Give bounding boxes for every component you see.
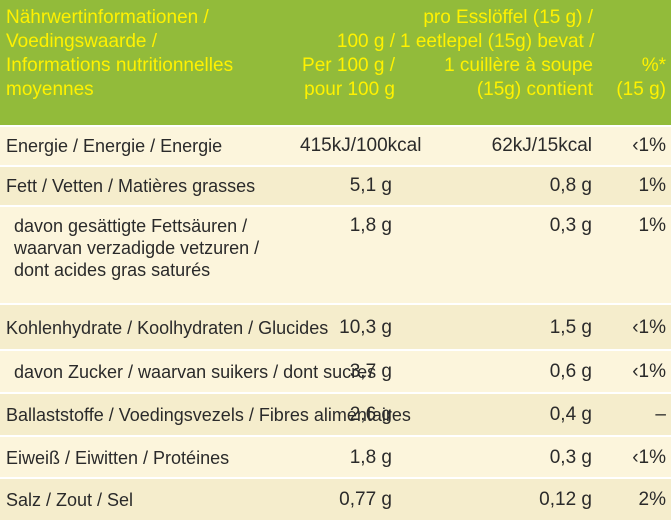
value-per-tablespoon: 1,5 g xyxy=(549,317,592,338)
label-line: Fett / Vetten / Matières grasses xyxy=(6,176,256,196)
table-row: davon Zucker / waarvan suikers / dont su… xyxy=(0,351,671,394)
row-label: Eiweiß / Eiwitten / Protéines xyxy=(6,447,229,469)
label-line: Energie / Energie / Energie xyxy=(6,136,223,156)
header-line: (15g) contient xyxy=(476,79,593,100)
row-label: davon Zucker / waarvan suikers / dont su… xyxy=(14,361,376,383)
table-row: Fett / Vetten / Matières grasses 5,1 g 0… xyxy=(0,167,671,207)
table-row: Ballaststoffe / Voedingsvezels / Fibres … xyxy=(0,394,671,437)
label-line: davon Zucker / waarvan suikers / dont su… xyxy=(14,362,377,382)
value-per-tablespoon: 0,12 g xyxy=(539,489,592,510)
header-line: 1 eetlepel (15g) bevat / xyxy=(400,31,595,52)
row-label: Ballaststoffe / Voedingsvezels / Fibres … xyxy=(6,404,411,426)
header-line: Informations nutritionnelles xyxy=(6,55,234,76)
value-per-tablespoon: 0,3 g xyxy=(549,447,592,468)
header-line: 1 cuillère à soupe xyxy=(444,55,593,76)
value-per-tablespoon: 62kJ/15kcal xyxy=(491,135,592,156)
header-line: Nährwertinformationen / xyxy=(6,7,209,28)
row-label: Fett / Vetten / Matières grasses xyxy=(6,175,255,197)
value-percent: – xyxy=(655,404,666,425)
value-per-100g: 1,8 g xyxy=(349,447,392,468)
table-row: davon gesättigte Fettsäuren / waarvan ve… xyxy=(0,207,671,305)
value-percent: ‹1% xyxy=(632,447,666,468)
value-per-100g: 10,3 g xyxy=(339,317,392,338)
label-line: dont acides gras saturés xyxy=(14,260,211,280)
header-line: Per 100 g / xyxy=(302,55,395,76)
header-line: 100 g / xyxy=(336,31,395,52)
header-line: Voedingswaarde / xyxy=(6,31,158,52)
value-per-tablespoon: 0,6 g xyxy=(549,361,592,382)
value-percent: ‹1% xyxy=(632,135,666,156)
value-percent: ‹1% xyxy=(632,361,666,382)
table-row: Energie / Energie / Energie 415kJ/100kca… xyxy=(0,127,671,167)
header-nutrient-label: Nährwertinformationen / Voedingswaarde /… xyxy=(6,6,306,102)
label-line: Ballaststoffe / Voedingsvezels / Fibres … xyxy=(6,405,411,425)
value-percent: 1% xyxy=(638,215,666,236)
value-percent: ‹1% xyxy=(632,317,666,338)
header-line: moyennes xyxy=(6,79,94,100)
label-line: davon gesättigte Fettsäuren / xyxy=(14,216,248,236)
row-label: davon gesättigte Fettsäuren / waarvan ve… xyxy=(14,215,259,281)
header-per-tablespoon: pro Esslöffel (15 g) / 1 eetlepel (15g) … xyxy=(400,6,595,102)
label-line: Eiweiß / Eiwitten / Protéines xyxy=(6,448,230,468)
table-row: Salz / Zout / Sel 0,77 g 0,12 g 2% xyxy=(0,479,671,520)
value-per-100g: 3,7 g xyxy=(349,361,392,382)
label-line: Salz / Zout / Sel xyxy=(6,490,134,510)
header-line: (15 g) xyxy=(616,79,666,100)
header-percent: %* (15 g) xyxy=(600,54,666,102)
header-line: %* xyxy=(641,55,666,76)
header-per-100g: 100 g / Per 100 g / pour 100 g xyxy=(300,30,395,102)
value-percent: 1% xyxy=(638,175,666,196)
table-row: Kohlenhydrate / Koolhydraten / Glucides … xyxy=(0,305,671,351)
value-per-100g: 2,6 g xyxy=(349,404,392,425)
value-per-100g: 1,8 g xyxy=(349,215,392,236)
row-label: Energie / Energie / Energie xyxy=(6,135,222,157)
header-line: pour 100 g xyxy=(304,79,395,100)
table-row: Eiweiß / Eiwitten / Protéines 1,8 g 0,3 … xyxy=(0,437,671,479)
table-header: Nährwertinformationen / Voedingswaarde /… xyxy=(0,0,671,127)
row-label: Salz / Zout / Sel xyxy=(6,489,133,511)
row-label: Kohlenhydrate / Koolhydraten / Glucides xyxy=(6,317,328,339)
value-per-tablespoon: 0,3 g xyxy=(549,215,592,236)
label-line: waarvan verzadigde vetzuren / xyxy=(14,238,260,258)
header-line: pro Esslöffel (15 g) / xyxy=(423,7,593,28)
value-per-100g: 5,1 g xyxy=(349,175,392,196)
value-per-100g: 415kJ/100kcal xyxy=(300,135,422,156)
value-per-tablespoon: 0,8 g xyxy=(549,175,592,196)
value-per-tablespoon: 0,4 g xyxy=(549,404,592,425)
value-percent: 2% xyxy=(638,489,666,510)
label-line: Kohlenhydrate / Koolhydraten / Glucides xyxy=(6,318,329,338)
value-per-100g: 0,77 g xyxy=(339,489,392,510)
